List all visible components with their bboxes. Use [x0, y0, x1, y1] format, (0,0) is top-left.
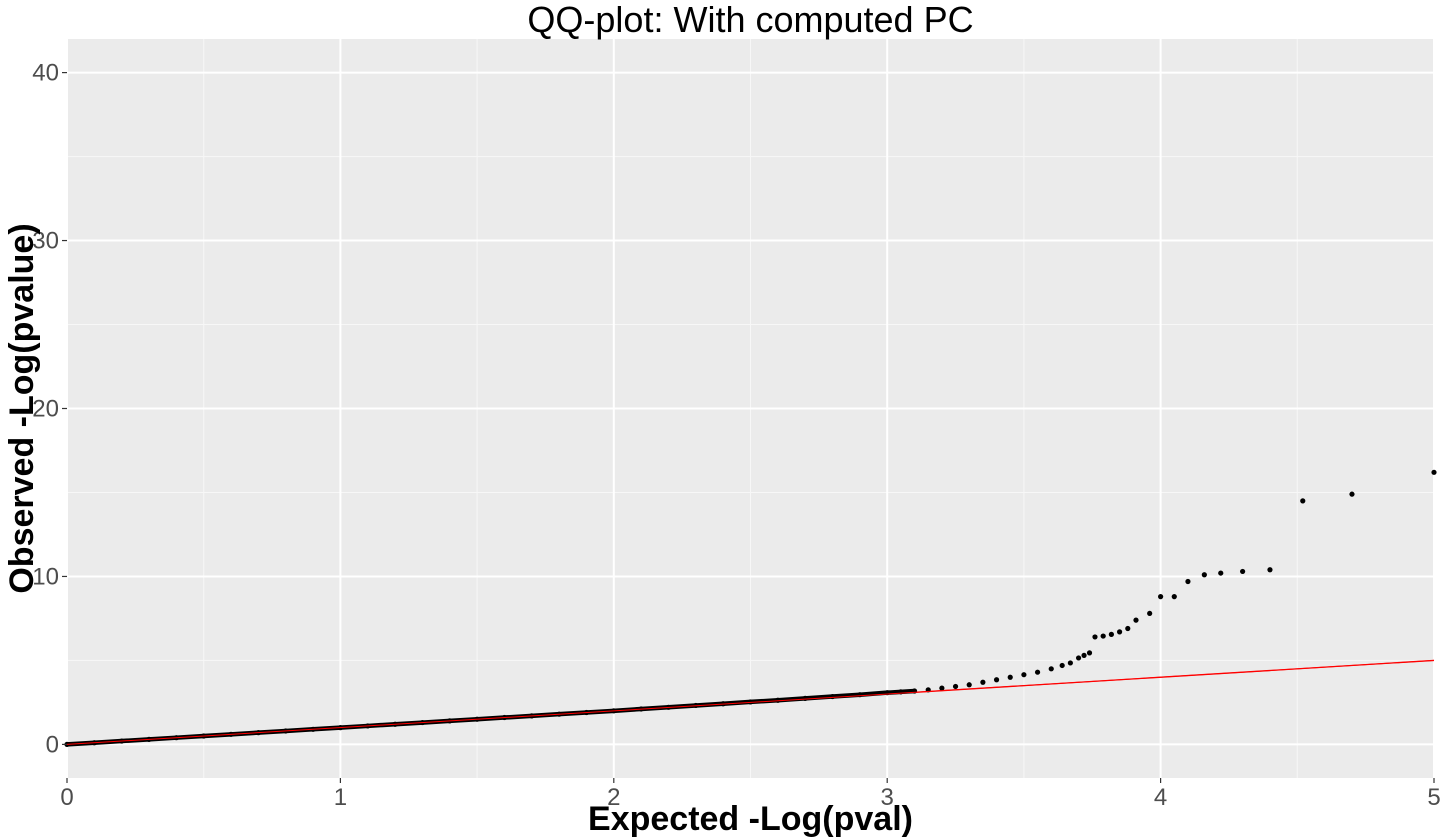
data-point	[857, 692, 863, 698]
data-point	[1007, 674, 1013, 680]
data-point	[747, 699, 754, 705]
data-point	[1108, 631, 1114, 637]
x-tick-label: 5	[1427, 784, 1440, 811]
data-point	[1147, 610, 1153, 617]
data-point	[1116, 629, 1123, 635]
data-point	[1240, 568, 1246, 575]
data-point	[1086, 650, 1093, 656]
data-point	[1201, 572, 1207, 578]
data-point	[1349, 491, 1355, 497]
y-axis-ticks: 0 10 20 30 40	[32, 60, 67, 758]
data-point	[1081, 652, 1087, 658]
chart-title: QQ-plot: With computed PC	[527, 0, 973, 40]
data-point	[802, 695, 808, 701]
data-point	[1048, 666, 1054, 672]
data-point	[1092, 634, 1098, 640]
data-point	[1185, 578, 1191, 585]
y-tick-label: 10	[32, 563, 59, 590]
y-tick-label: 20	[32, 396, 59, 423]
data-point	[980, 679, 986, 685]
data-point	[1171, 594, 1177, 600]
reference-line-overlay	[66, 659, 1435, 745]
y-tick-label: 40	[32, 60, 59, 87]
data-point	[829, 693, 836, 700]
x-tick-label: 0	[60, 784, 73, 811]
data-point	[1034, 669, 1041, 675]
data-point	[775, 697, 781, 703]
x-tick-label: 2	[607, 784, 620, 811]
data-point	[1431, 469, 1437, 475]
data-point	[939, 685, 945, 691]
data-point	[966, 682, 972, 688]
x-axis-title: Expected -Log(pval)	[588, 800, 913, 838]
y-axis-title: Observed -Log(pvalue)	[3, 223, 41, 593]
data-point	[1100, 633, 1106, 639]
data-point	[1067, 660, 1073, 666]
data-point	[1300, 498, 1306, 504]
y-tick-label: 0	[46, 731, 59, 758]
y-tick-label: 30	[32, 228, 59, 255]
data-point	[1218, 570, 1224, 576]
data-point	[1267, 567, 1273, 573]
data-point	[1059, 662, 1065, 669]
data-point	[1075, 655, 1082, 661]
data-point	[1021, 672, 1027, 678]
x-tick-label: 3	[881, 784, 894, 811]
data-point	[952, 683, 959, 690]
data-point	[993, 677, 1000, 683]
data-point	[1158, 594, 1164, 600]
x-tick-label: 4	[1154, 784, 1167, 811]
data-point	[1125, 625, 1131, 632]
data-point	[1133, 617, 1139, 623]
x-tick-label: 1	[334, 784, 347, 811]
x-axis-ticks: 0 1 2 3 4 5	[60, 778, 1440, 811]
data-points	[64, 469, 1437, 748]
